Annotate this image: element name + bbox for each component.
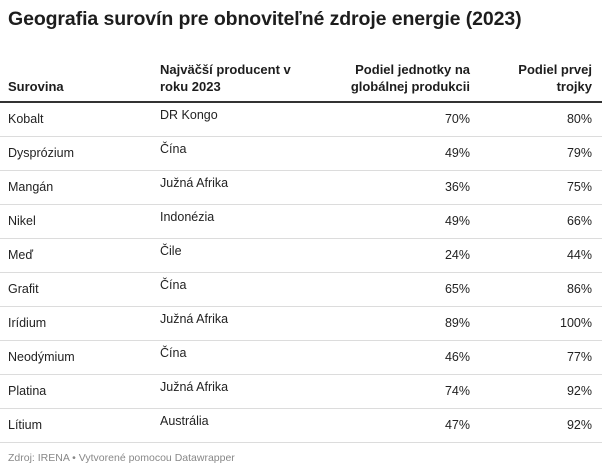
cell-top-share: 24% xyxy=(325,238,470,273)
header-top-share-line1: Podiel jednotky na xyxy=(355,62,470,77)
cell-top-share: 36% xyxy=(325,170,470,205)
table-row: Grafit Čína 65% 86% xyxy=(0,272,602,307)
cell-material: Platina xyxy=(0,374,160,409)
cell-top-share: 49% xyxy=(325,204,470,239)
cell-top3-share: 66% xyxy=(470,204,602,239)
cell-top-share: 47% xyxy=(325,408,470,443)
header-producer-line1: Najväčší producent v xyxy=(160,62,291,77)
header-top3-share[interactable]: Podiel prvej trojky xyxy=(470,52,602,103)
cell-top3-share: 80% xyxy=(470,102,602,137)
header-top-share[interactable]: Podiel jednotky na globálnej produkcii xyxy=(325,52,470,103)
table-row: Irídium Južná Afrika 89% 100% xyxy=(0,306,602,341)
cell-producer: Indonézia xyxy=(160,204,325,239)
cell-material: Irídium xyxy=(0,306,160,341)
table-row: Dysprózium Čína 49% 79% xyxy=(0,136,602,171)
table-row: Mangán Južná Afrika 36% 75% xyxy=(0,170,602,205)
cell-material: Nikel xyxy=(0,204,160,239)
cell-top3-share: 77% xyxy=(470,340,602,375)
cell-top3-share: 79% xyxy=(470,136,602,171)
cell-producer: DR Kongo xyxy=(160,102,325,137)
cell-top3-share: 100% xyxy=(470,306,602,341)
cell-top-share: 89% xyxy=(325,306,470,341)
header-producer-line2: roku 2023 xyxy=(160,79,221,94)
cell-material: Mangán xyxy=(0,170,160,205)
table-header: Surovina Najväčší producent v roku 2023 … xyxy=(0,52,602,103)
header-top-share-line2: globálnej produkcii xyxy=(350,79,470,94)
cell-material: Lítium xyxy=(0,408,160,443)
cell-producer: Južná Afrika xyxy=(160,170,325,205)
header-producer[interactable]: Najväčší producent v roku 2023 xyxy=(160,52,325,103)
header-row: Surovina Najväčší producent v roku 2023 … xyxy=(0,52,602,103)
table-row: Nikel Indonézia 49% 66% xyxy=(0,204,602,239)
cell-producer: Čína xyxy=(160,136,325,171)
data-table: Surovina Najväčší producent v roku 2023 … xyxy=(0,52,602,443)
header-material[interactable]: Surovina xyxy=(0,52,160,103)
cell-top3-share: 44% xyxy=(470,238,602,273)
cell-top3-share: 86% xyxy=(470,272,602,307)
table-row: Neodýmium Čína 46% 77% xyxy=(0,340,602,375)
cell-producer: Čína xyxy=(160,340,325,375)
header-top3-share-line1: Podiel prvej xyxy=(518,62,592,77)
cell-producer: Južná Afrika xyxy=(160,374,325,409)
cell-material: Kobalt xyxy=(0,102,160,137)
cell-producer: Čína xyxy=(160,272,325,307)
cell-material: Meď xyxy=(0,238,160,273)
cell-top-share: 65% xyxy=(325,272,470,307)
cell-top-share: 74% xyxy=(325,374,470,409)
table-row: Kobalt DR Kongo 70% 80% xyxy=(0,102,602,137)
cell-top-share: 46% xyxy=(325,340,470,375)
cell-material: Neodýmium xyxy=(0,340,160,375)
cell-top3-share: 75% xyxy=(470,170,602,205)
table-body: Kobalt DR Kongo 70% 80% Dysprózium Čína 49% 79%… xyxy=(0,102,602,443)
cell-producer: Austrália xyxy=(160,408,325,443)
cell-top3-share: 92% xyxy=(470,374,602,409)
source-note: Zdroj: IRENA • Vytvorené pomocou Datawra… xyxy=(8,452,235,464)
cell-material: Dysprózium xyxy=(0,136,160,171)
table-row: Meď Čile 24% 44% xyxy=(0,238,602,273)
table-row: Platina Južná Afrika 74% 92% xyxy=(0,374,602,409)
cell-top3-share: 92% xyxy=(470,408,602,443)
cell-material: Grafit xyxy=(0,272,160,307)
cell-top-share: 49% xyxy=(325,136,470,171)
cell-top-share: 70% xyxy=(325,102,470,137)
table-title: Geografia surovín pre obnoviteľné zdroje… xyxy=(8,8,522,30)
table-row: Lítium Austrália 47% 92% xyxy=(0,408,602,443)
cell-producer: Čile xyxy=(160,238,325,273)
cell-producer: Južná Afrika xyxy=(160,306,325,341)
header-top3-share-line2: trojky xyxy=(556,79,592,94)
